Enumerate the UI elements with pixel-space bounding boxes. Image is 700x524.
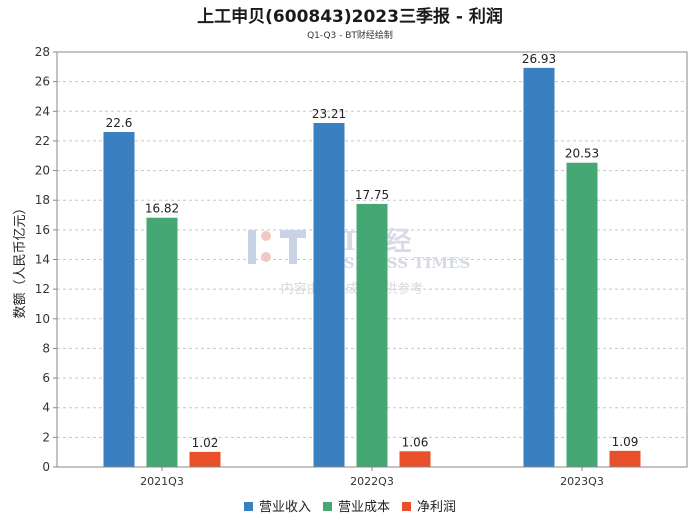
x-tick-label: 2022Q3 — [350, 475, 394, 488]
bar — [609, 450, 641, 467]
plot-frame — [56, 51, 688, 468]
y-tick-label: 10 — [35, 312, 50, 326]
legend-label: 营业收入 — [259, 500, 311, 515]
y-tick-label: 8 — [42, 341, 50, 355]
data-label: 1.09 — [612, 435, 639, 449]
y-tick-label: 2 — [42, 430, 50, 444]
legend-swatch — [323, 502, 332, 511]
chart-subtitle: Q1-Q3 - BT财经绘制 — [307, 29, 393, 41]
y-tick-label: 6 — [42, 371, 50, 385]
legend: 营业收入 营业成本 净利润 — [244, 500, 456, 515]
y-tick-label: 4 — [42, 401, 50, 415]
data-label: 20.53 — [565, 147, 599, 161]
x-tick-label: 2021Q3 — [140, 475, 184, 488]
data-label: 23.21 — [312, 107, 346, 121]
x-tick-label: 2023Q3 — [560, 475, 604, 488]
watermark-brand-en: BUSINESS TIMES — [318, 254, 470, 272]
y-tick-label: 22 — [35, 134, 50, 148]
data-labels: 22.6 16.82 1.02 23.21 17.75 1.06 26.93 20.53 1.0… — [106, 52, 639, 450]
data-label: 22.6 — [106, 116, 133, 130]
data-label: 1.02 — [192, 436, 219, 450]
bar — [523, 67, 555, 468]
y-tick-label: 20 — [35, 164, 50, 178]
y-tick-label: 14 — [35, 253, 50, 267]
y-tick-label: 12 — [35, 282, 50, 296]
legend-swatch — [402, 502, 411, 511]
legend-label: 营业成本 — [338, 500, 390, 515]
data-label: 17.75 — [355, 188, 389, 202]
y-tick-label: 0 — [42, 460, 50, 474]
bar — [313, 122, 345, 468]
bars — [103, 67, 641, 468]
chart-title: 上工申贝(600843)2023三季报 - 利润 — [197, 6, 503, 27]
bar — [356, 203, 388, 467]
y-tick-label: 18 — [35, 193, 50, 207]
data-label: 26.93 — [522, 52, 556, 66]
bar — [146, 217, 178, 467]
bar — [399, 451, 431, 467]
watermark-logo-icon — [248, 230, 306, 264]
legend-label: 净利润 — [417, 500, 456, 515]
watermark-notice: 内容由AI生成，仅供参考 — [281, 281, 424, 297]
y-tick-label: 24 — [35, 104, 50, 118]
data-label: 1.06 — [402, 435, 429, 449]
data-label: 16.82 — [145, 202, 179, 216]
bar — [566, 162, 598, 467]
y-tick-label: 16 — [35, 223, 50, 237]
y-tick-label: 28 — [35, 45, 50, 59]
y-tick-label: 26 — [35, 75, 50, 89]
legend-swatch — [244, 502, 253, 511]
bar — [189, 451, 221, 467]
y-axis-label: 数额（人民币亿元） — [13, 201, 28, 318]
bar — [103, 132, 135, 468]
